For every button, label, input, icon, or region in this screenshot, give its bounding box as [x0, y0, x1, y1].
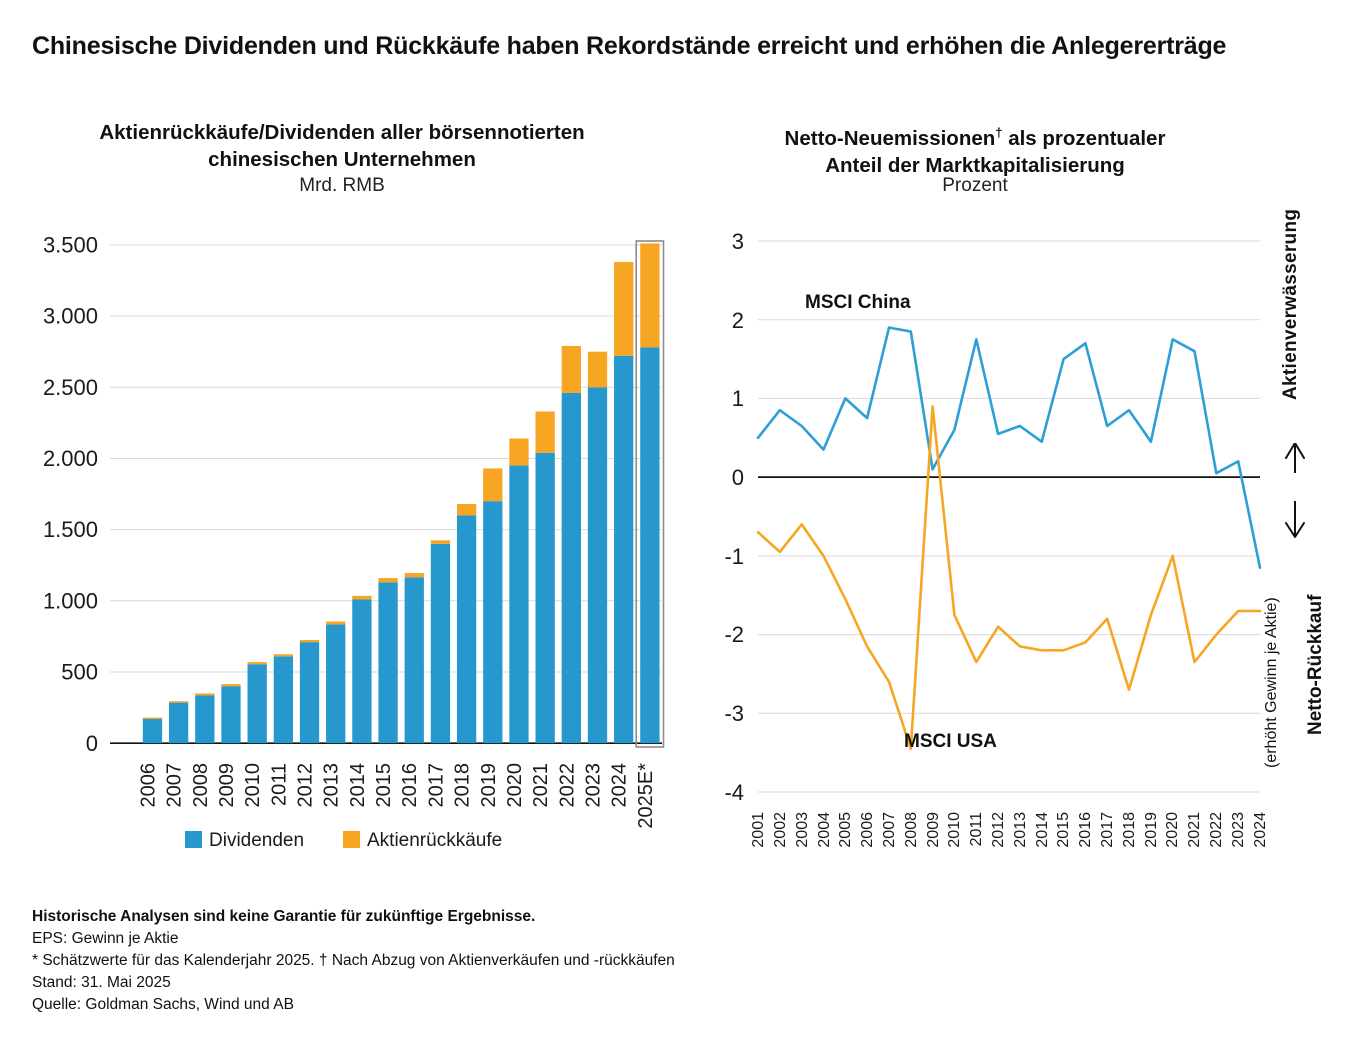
svg-text:2009: 2009 [216, 763, 238, 808]
svg-text:2010: 2010 [946, 812, 963, 848]
svg-text:MSCI China: MSCI China [805, 292, 911, 313]
svg-text:0: 0 [732, 465, 744, 490]
svg-text:2005: 2005 [837, 812, 854, 848]
svg-text:2018: 2018 [1121, 812, 1138, 848]
svg-text:3: 3 [732, 229, 744, 254]
svg-text:2010: 2010 [242, 763, 264, 808]
svg-text:2011: 2011 [268, 763, 290, 806]
svg-text:2024: 2024 [609, 763, 631, 808]
svg-text:2: 2 [732, 308, 744, 333]
svg-text:-1: -1 [724, 544, 744, 569]
svg-text:2017: 2017 [425, 763, 447, 808]
svg-text:2003: 2003 [794, 812, 811, 848]
svg-text:2017: 2017 [1099, 812, 1116, 848]
svg-text:2007: 2007 [164, 763, 186, 808]
svg-text:2006: 2006 [138, 763, 160, 808]
svg-text:2013: 2013 [1012, 812, 1029, 848]
svg-text:2009: 2009 [925, 812, 942, 848]
svg-text:2021: 2021 [1186, 812, 1203, 848]
svg-text:2008: 2008 [903, 812, 920, 848]
svg-text:2015: 2015 [1055, 812, 1072, 848]
svg-text:500: 500 [61, 660, 98, 685]
svg-text:2024: 2024 [1252, 812, 1269, 848]
svg-text:2022: 2022 [556, 763, 578, 808]
svg-text:2018: 2018 [452, 763, 474, 808]
svg-text:2014: 2014 [1034, 812, 1051, 848]
svg-text:2012: 2012 [990, 812, 1007, 848]
svg-text:2007: 2007 [881, 812, 898, 848]
svg-text:2016: 2016 [399, 763, 421, 808]
svg-text:2019: 2019 [1143, 812, 1160, 848]
svg-text:1.000: 1.000 [43, 588, 98, 613]
svg-text:2020: 2020 [1164, 812, 1181, 848]
svg-text:-2: -2 [724, 622, 744, 647]
svg-text:2020: 2020 [504, 763, 526, 808]
svg-text:2008: 2008 [190, 763, 212, 808]
svg-text:1.500: 1.500 [43, 517, 98, 542]
svg-text:2001: 2001 [750, 812, 767, 848]
svg-text:2013: 2013 [321, 763, 343, 808]
svg-text:2021: 2021 [530, 763, 552, 808]
svg-text:2006: 2006 [859, 812, 876, 848]
svg-text:2019: 2019 [478, 763, 500, 808]
svg-text:-4: -4 [724, 780, 744, 805]
svg-text:0: 0 [86, 731, 98, 756]
svg-text:2.000: 2.000 [43, 446, 98, 471]
svg-text:2004: 2004 [816, 812, 833, 848]
svg-text:2014: 2014 [347, 763, 369, 808]
svg-text:2016: 2016 [1077, 812, 1094, 848]
svg-text:1: 1 [732, 386, 744, 411]
svg-text:Aktienrückkäufe: Aktienrückkäufe [367, 830, 502, 851]
svg-text:2023: 2023 [1230, 812, 1247, 848]
svg-text:2015: 2015 [373, 763, 395, 808]
svg-text:-3: -3 [724, 701, 744, 726]
svg-text:2022: 2022 [1208, 812, 1225, 848]
svg-text:2025E*: 2025E* [635, 763, 657, 829]
svg-text:2023: 2023 [583, 763, 605, 808]
svg-text:2012: 2012 [295, 763, 317, 808]
svg-text:3.000: 3.000 [43, 304, 98, 329]
svg-text:MSCI USA: MSCI USA [904, 731, 997, 752]
svg-text:2011: 2011 [968, 812, 985, 847]
svg-text:2.500: 2.500 [43, 375, 98, 400]
svg-text:Dividenden: Dividenden [209, 830, 304, 851]
svg-text:2002: 2002 [772, 812, 789, 848]
svg-text:3.500: 3.500 [43, 233, 98, 258]
